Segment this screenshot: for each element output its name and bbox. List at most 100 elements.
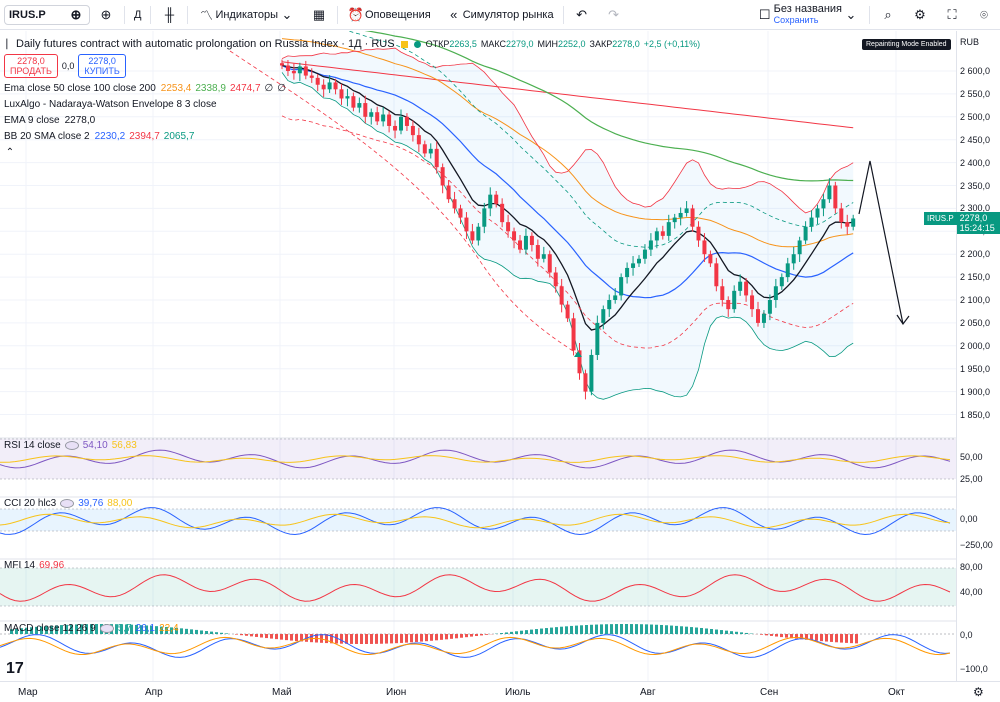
candle-body <box>744 281 749 296</box>
replay-button[interactable]: « Симулятор рынка <box>438 0 561 30</box>
candles-icon: ╫ <box>164 7 175 22</box>
macd-histogram-bar <box>145 625 148 634</box>
ema50-line <box>281 38 854 248</box>
candle-body <box>476 226 481 241</box>
macd-histogram-bar <box>185 628 188 634</box>
macd-histogram-bar <box>395 634 398 644</box>
undo-button[interactable]: ↶ <box>566 0 598 30</box>
visibility-icon[interactable] <box>99 624 114 633</box>
replay-label: Симулятор рынка <box>462 8 554 21</box>
macd-histogram-bar <box>10 629 13 634</box>
symbol-search[interactable]: IRUS.P ⊕ <box>4 4 90 25</box>
macd-histogram-bar <box>340 634 343 644</box>
macd-histogram-bar <box>790 634 793 639</box>
ohlc-close-label: ЗАКР <box>589 39 613 49</box>
settings-button[interactable]: ⚙ <box>904 0 936 30</box>
candle-body <box>452 199 457 209</box>
candle-body <box>523 235 528 250</box>
candle-body <box>416 135 421 145</box>
macd-histogram-bar <box>95 624 98 634</box>
macd-histogram-bar <box>370 634 373 644</box>
macd-histogram-bar <box>50 625 53 634</box>
mfi-name: MFI 14 <box>4 560 36 571</box>
forecast-arrowhead <box>896 314 910 326</box>
layout-save-button[interactable]: ☐ Без названия Сохранить ⌄ <box>749 0 867 30</box>
candle-body <box>833 185 838 209</box>
chevron-up-icon[interactable]: ⌃ <box>5 146 15 158</box>
indicator-legend-row[interactable]: LuxAlgo - Nadaraya-Watson Envelope 8 3 c… <box>4 96 700 112</box>
macd-histogram-bar <box>330 634 333 644</box>
macd-histogram-bar <box>250 634 253 637</box>
buy-button[interactable]: 2278,0 КУПИТЬ <box>78 54 126 78</box>
redo-button[interactable]: ↷ <box>598 0 630 30</box>
candle-body <box>297 66 302 74</box>
candle-body <box>750 295 755 310</box>
candle-body <box>690 208 695 227</box>
mfi-band <box>0 568 956 606</box>
candle-body <box>280 63 284 66</box>
macd-histogram-bar <box>195 629 198 634</box>
alerts-button[interactable]: ⏰ Оповещения <box>340 0 438 30</box>
macd-histogram-bar <box>465 634 468 638</box>
templates-button[interactable]: ▦ <box>303 0 335 30</box>
macd-histogram-bar <box>350 634 353 644</box>
macd-signal-value: 22,4 <box>159 623 179 634</box>
indicator-legend-row[interactable]: BB 20 SMA close 2 2230,2 2394,7 2065,7 <box>4 128 700 144</box>
macd-histogram-bar <box>545 628 548 634</box>
indicator-name: BB 20 SMA close 2 <box>4 130 90 142</box>
tradingview-logo[interactable]: 17 <box>6 660 24 677</box>
envelope-history-line <box>229 50 581 357</box>
macd-histogram-bar <box>300 634 303 642</box>
compare-icon[interactable]: ⊕ <box>70 6 82 22</box>
time-tick-label: Мар <box>18 687 38 698</box>
add-symbol-button[interactable]: ⊕ <box>90 0 122 30</box>
candle-body <box>440 167 445 186</box>
time-axis[interactable]: Мар Апр Май Июн Июль Авг Сен Окт ⚙ <box>0 681 1000 702</box>
chart-type-button[interactable]: ╫ <box>153 0 185 30</box>
macd-histogram-bar <box>410 634 413 643</box>
macd-histogram-bar <box>400 634 403 643</box>
macd-histogram-bar <box>700 627 703 634</box>
macd-histogram-bar <box>795 634 798 639</box>
macd-histogram-bar <box>725 630 728 634</box>
repaint-badge: Repainting Mode Enabled <box>862 39 951 50</box>
candle-body <box>660 231 665 236</box>
visibility-icon[interactable] <box>64 441 79 450</box>
sell-button[interactable]: 2278,0 ПРОДАТЬ <box>4 54 58 78</box>
indicator-legend-row[interactable]: EMA 9 close 2278,0 <box>4 112 700 128</box>
macd-histogram-bar <box>650 624 653 634</box>
price-tick-label: 2 500,0 <box>960 111 991 122</box>
candle-body <box>648 240 653 250</box>
macd-histogram-bar <box>780 634 783 638</box>
fullscreen-button[interactable]: ⛶ <box>936 0 968 30</box>
price-tick-label: 2 200,0 <box>960 249 991 260</box>
divider <box>869 5 870 24</box>
price-scale[interactable]: RUB 2 600,0 2 550,0 2 500,0 2 450,0 2 400,0 2… <box>956 31 1000 681</box>
bb-upper-line <box>281 47 854 214</box>
snapshot-button[interactable]: ⌾ <box>968 0 1000 30</box>
macd-histogram-bar <box>610 624 613 634</box>
macd-histogram-bar <box>475 634 478 637</box>
indicator-panes <box>0 438 956 658</box>
time-tick-label: Июль <box>505 687 531 698</box>
macd-histogram-bar <box>190 629 193 634</box>
visibility-icon[interactable] <box>60 499 75 508</box>
macd-histogram-bar <box>40 626 43 634</box>
main-chart[interactable] <box>0 31 956 681</box>
gear-icon: ⚙ <box>914 6 926 22</box>
candle-body <box>726 300 731 310</box>
candle-body <box>631 263 636 268</box>
fullscreen-icon: ⛶ <box>947 6 957 22</box>
quick-search-button[interactable]: ⌕ <box>872 0 904 30</box>
collapse-chevron-icon[interactable]: ▏ <box>6 38 14 49</box>
currency-label[interactable]: RUB <box>960 37 980 47</box>
macd-histogram-bar <box>270 634 273 639</box>
macd-histogram-bar <box>505 632 508 634</box>
macd-histogram-bar <box>170 627 173 634</box>
indicator-legend-row[interactable]: Ema close 50 close 100 close 200 2253,4 23… <box>4 80 700 96</box>
interval-button[interactable]: Д <box>134 8 142 21</box>
candle-body <box>851 218 856 227</box>
indicators-button[interactable]: 〽 Индикаторы ⌄ <box>190 0 303 30</box>
price-tick-label: 1 950,0 <box>960 363 991 374</box>
settings-icon[interactable]: ⚙ <box>973 685 984 699</box>
